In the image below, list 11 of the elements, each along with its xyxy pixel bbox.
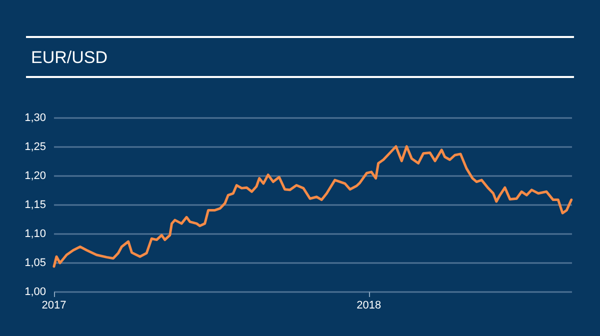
y-tick-label: 1,20 [24,170,46,182]
y-tick-label: 1,10 [24,228,46,240]
y-tick-label: 1,05 [24,257,46,269]
y-tick-label: 1,30 [24,112,46,124]
x-tick-label: 2018 [356,300,382,312]
y-tick-label: 1,25 [24,141,46,153]
y-tick-label: 1,15 [24,199,46,211]
x-tick-label: 2017 [42,300,66,312]
line-series [52,145,573,268]
chart-title: EUR/USD [31,48,108,67]
y-tick-label: 1,00 [24,286,46,298]
